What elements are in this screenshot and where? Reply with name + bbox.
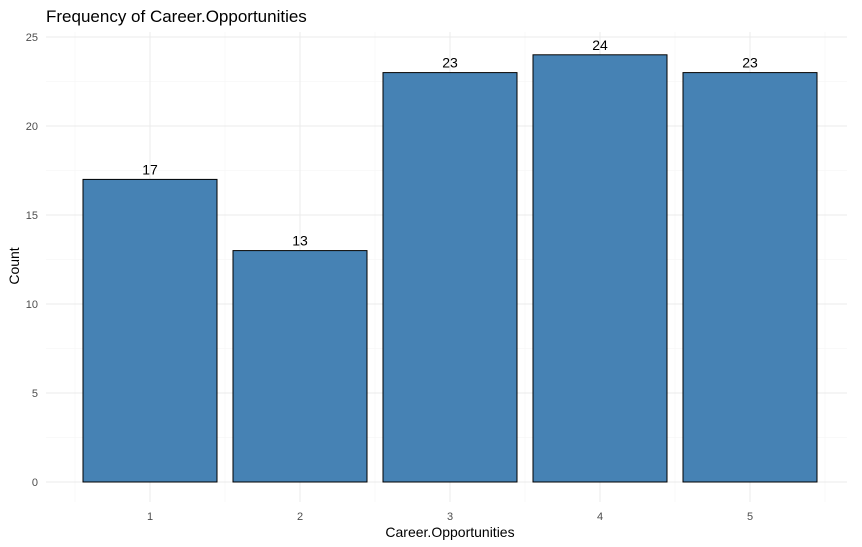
y-tick-label: 25: [26, 32, 38, 44]
data-label-2: 13: [292, 233, 308, 249]
y-tick-label: 0: [32, 477, 38, 489]
x-tick-label: 1: [147, 511, 153, 523]
bar-4: [532, 54, 668, 483]
bar-3: [382, 72, 518, 483]
x-axis-title: Career.Opportunities: [385, 524, 514, 540]
y-tick-label: 20: [26, 121, 38, 133]
bar-2: [232, 250, 368, 483]
bars: [82, 54, 818, 483]
x-axis-ticks: 1 2 3 4 5: [147, 511, 753, 523]
y-axis-ticks: 0 5 10 15 20 25: [26, 32, 38, 489]
data-labels: 17 13 23 24 23: [142, 37, 758, 249]
x-tick-label: 3: [447, 511, 453, 523]
y-tick-label: 5: [32, 388, 38, 400]
data-label-4: 24: [592, 37, 608, 53]
x-tick-label: 5: [747, 511, 753, 523]
bar-5: [682, 72, 818, 483]
x-tick-label: 2: [297, 511, 303, 523]
data-label-5: 23: [742, 55, 758, 71]
x-tick-label: 4: [597, 511, 603, 523]
data-label-1: 17: [142, 161, 158, 177]
y-axis-title: Count: [6, 247, 22, 284]
data-label-3: 23: [442, 55, 458, 71]
chart-title: Frequency of Career.Opportunities: [46, 7, 307, 26]
bar-1: [82, 178, 218, 483]
y-tick-label: 15: [26, 210, 38, 222]
y-tick-label: 10: [26, 299, 38, 311]
